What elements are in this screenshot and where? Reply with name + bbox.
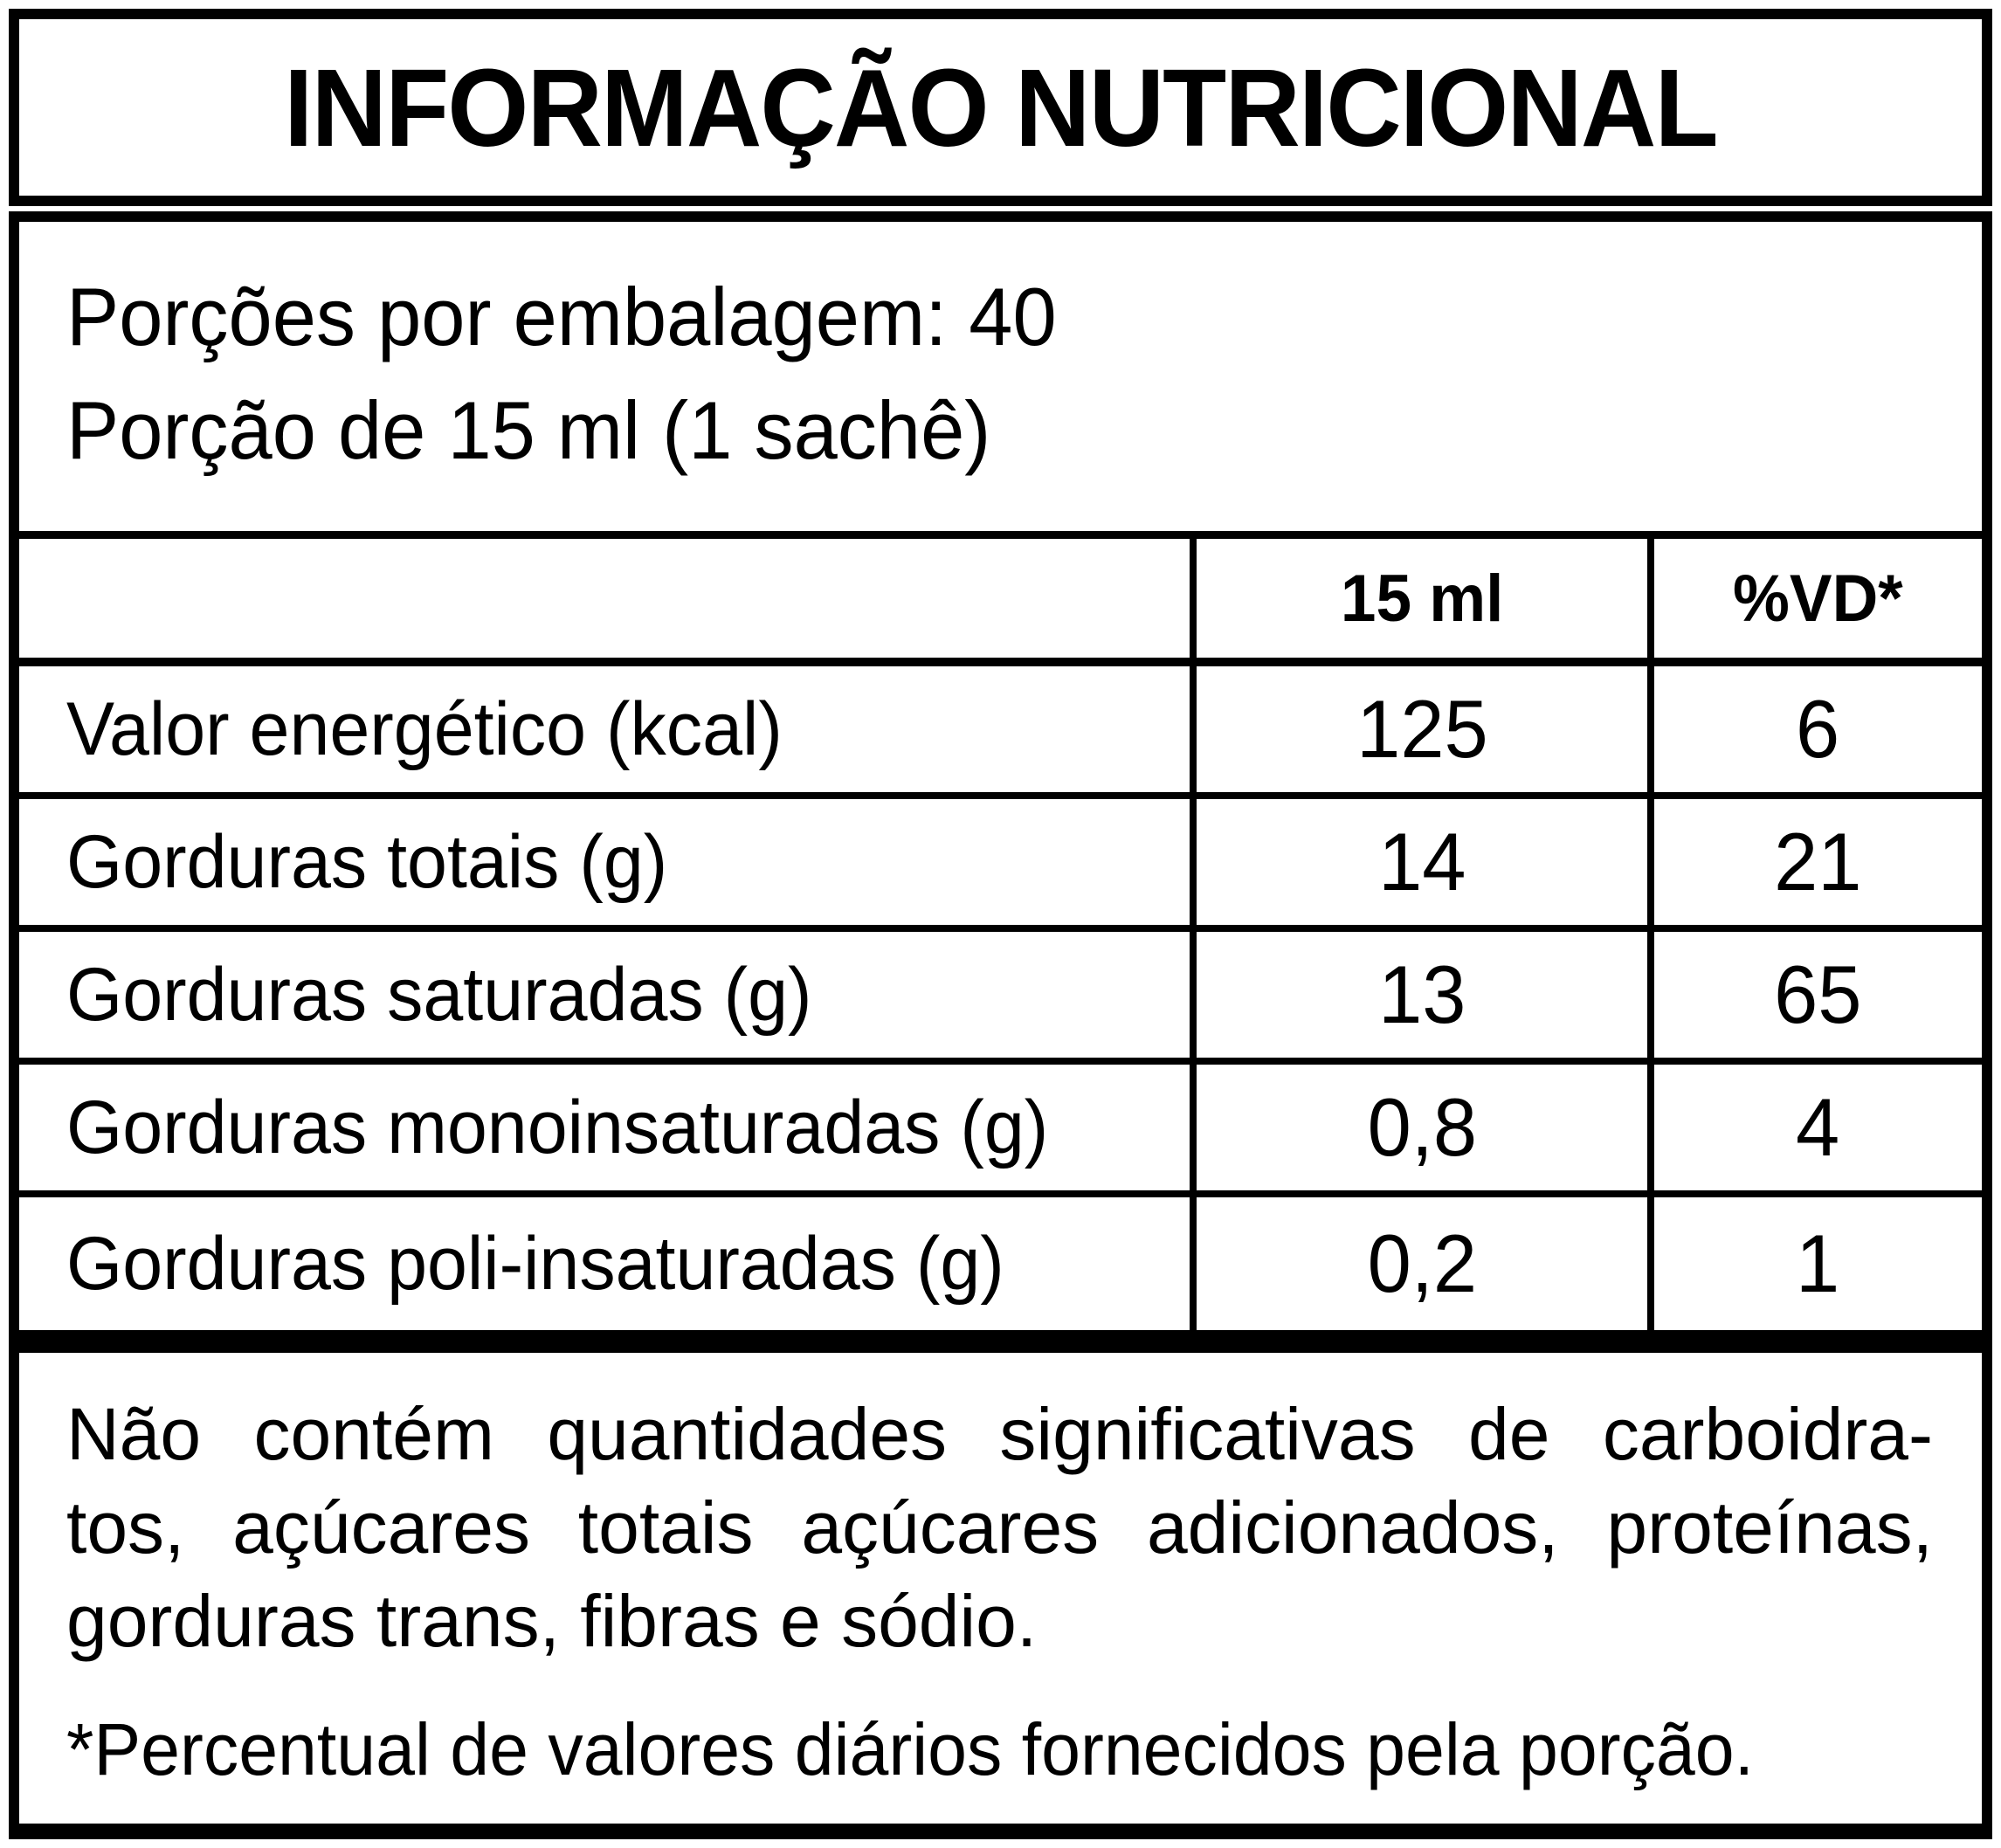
row-dv: 65 — [1774, 948, 1862, 1040]
daily-value-note-text: *Percentual de valores diários fornecido… — [66, 1708, 1755, 1790]
label-body-box: Porções por embalagem: 40 Porção de 15 m… — [9, 211, 1992, 1839]
row-amount: 14 — [1377, 816, 1466, 907]
column-header-dv: %VD* — [1647, 539, 1982, 658]
note-line: tos, açúcares totais açúcares adicionado… — [66, 1486, 1933, 1569]
table-header-row: 15 ml %VD* — [19, 539, 1982, 666]
row-amount: 13 — [1377, 948, 1466, 1040]
no-significant-amounts-note: Não contém quantidades significativas de… — [19, 1353, 1982, 1668]
row-dv: 4 — [1796, 1081, 1840, 1173]
amount-header-text: 15 ml — [1340, 561, 1504, 636]
portion-size-line: Porção de 15 ml (1 sachê) — [66, 374, 1929, 487]
daily-value-note: *Percentual de valores diários fornecido… — [19, 1668, 1982, 1796]
row-label: Gorduras monoinsaturadas (g) — [66, 1085, 1049, 1169]
row-amount: 0,2 — [1367, 1217, 1477, 1309]
servings-per-package-line: Porções por embalagem: 40 — [66, 260, 1929, 374]
table-row: Valor energético (kcal) 125 6 — [19, 666, 1982, 799]
table-row: Gorduras monoinsaturadas (g) 0,8 4 — [19, 1065, 1982, 1197]
table-row: Gorduras poli-insaturadas (g) 0,2 1 — [19, 1197, 1982, 1330]
note-line: gorduras trans, fibras e sódio. — [66, 1580, 1038, 1662]
row-dv: 6 — [1796, 683, 1840, 775]
row-label: Gorduras totais (g) — [66, 819, 668, 904]
row-label: Gorduras poli-insaturadas (g) — [66, 1221, 1004, 1306]
servings-per-package-text: Porções por embalagem: 40 — [66, 271, 1057, 362]
serving-info: Porções por embalagem: 40 Porção de 15 m… — [19, 222, 1982, 531]
nutrition-label: INFORMAÇÃO NUTRICIONAL Porções por embal… — [9, 9, 1992, 1839]
row-label: Gorduras saturadas (g) — [66, 952, 812, 1037]
table-corner-cell — [19, 539, 1190, 658]
table-row: Gorduras totais (g) 14 21 — [19, 799, 1982, 932]
row-dv: 1 — [1796, 1217, 1840, 1309]
row-label: Valor energético (kcal) — [66, 686, 783, 771]
thick-separator — [19, 1330, 1982, 1353]
row-dv: 21 — [1774, 816, 1862, 907]
dv-header-text: %VD* — [1733, 561, 1903, 636]
page-title: INFORMAÇÃO NUTRICIONAL — [284, 45, 1718, 169]
column-header-amount: 15 ml — [1190, 539, 1647, 658]
note-line: Não contém quantidades significativas de… — [66, 1393, 1933, 1475]
table-row: Gorduras saturadas (g) 13 65 — [19, 932, 1982, 1065]
nutrition-table: 15 ml %VD* Valor energético (kcal) 125 6… — [19, 531, 1982, 1330]
portion-size-text: Porção de 15 ml (1 sachê) — [66, 384, 991, 476]
row-amount: 0,8 — [1367, 1081, 1477, 1173]
row-amount: 125 — [1356, 683, 1488, 775]
title-box: INFORMAÇÃO NUTRICIONAL — [9, 9, 1992, 206]
